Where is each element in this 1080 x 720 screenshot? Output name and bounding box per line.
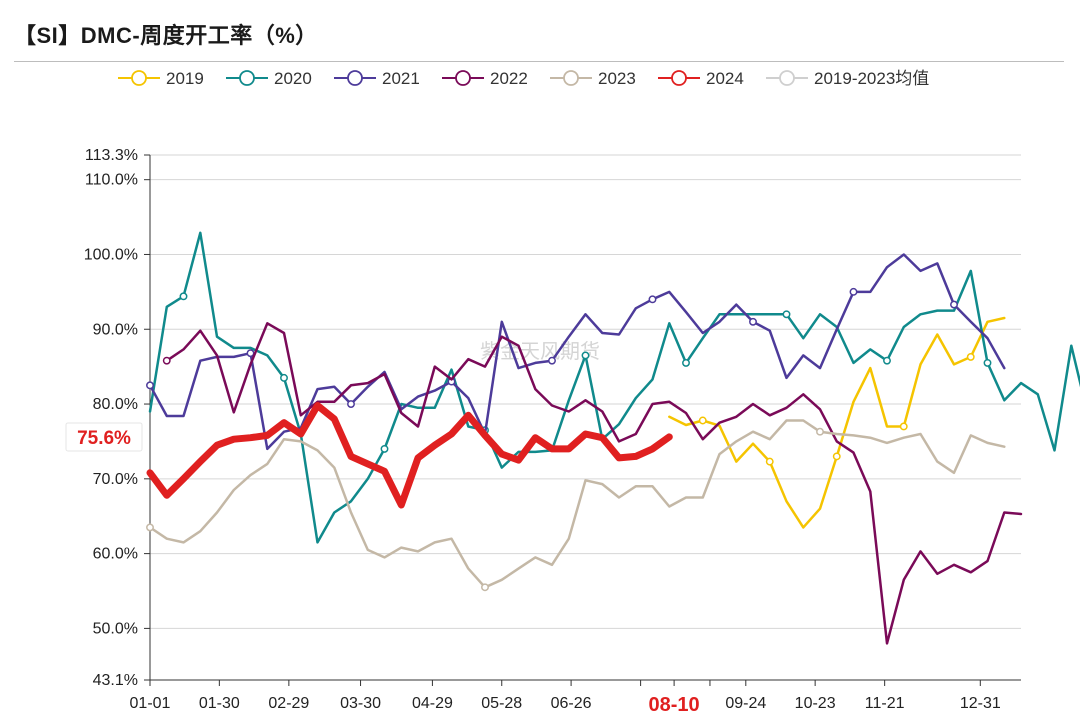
chart-highlights: 75.6% 08-10 xyxy=(65,422,715,716)
x-tick-label: 01-30 xyxy=(199,695,240,712)
legend-label: 2021 xyxy=(382,69,420,88)
data-point xyxy=(832,452,841,461)
legend-label: 2019-2023均值 xyxy=(814,69,929,88)
legend-label: 2023 xyxy=(598,69,636,88)
x-tick-label: 02-29 xyxy=(268,695,309,712)
series-line-2020 xyxy=(148,231,1080,544)
y-tick-label: 80.0% xyxy=(93,396,138,413)
chart-axes: 43.1% 50.0% 60.0% 70.0% 80.0% 90.0% 100.0% 110.… xyxy=(84,147,1021,712)
x-tick-label: 04-29 xyxy=(412,695,453,712)
data-point xyxy=(548,356,556,365)
y-tick-label: 50.0% xyxy=(93,620,138,637)
x-tick-label: 03-30 xyxy=(340,695,381,712)
x-tick-label: 12-31 xyxy=(960,695,1001,712)
x-tick-label: 10-23 xyxy=(795,695,836,712)
data-point xyxy=(280,373,288,382)
data-point xyxy=(481,583,489,592)
chart-grid xyxy=(150,154,1021,681)
data-point xyxy=(581,351,590,360)
x-tick-label: 11-21 xyxy=(865,695,905,712)
legend-item-2019-2023均值: 2019-2023均值 xyxy=(766,69,929,88)
series-2020 xyxy=(148,231,1080,544)
data-point xyxy=(162,356,171,365)
legend-item-2022: 2022 xyxy=(442,69,528,88)
chart-legend: 2019 2020 2021 2022 2023 2024 2019-2023均值 xyxy=(118,69,929,88)
legend-label: 2019 xyxy=(166,69,204,88)
y-tick-label: 60.0% xyxy=(93,546,138,563)
data-point xyxy=(966,352,975,361)
data-point xyxy=(380,444,389,453)
x-tick-label: 09-24 xyxy=(725,695,766,712)
legend-label: 2024 xyxy=(706,69,744,88)
series-line-2022 xyxy=(165,322,1023,645)
legend-item-2023: 2023 xyxy=(550,69,636,88)
legend-swatch-marker xyxy=(131,70,147,86)
x-tick-label: 06-26 xyxy=(551,695,592,712)
legend-item-2021: 2021 xyxy=(334,69,420,88)
data-point xyxy=(749,317,757,326)
data-point xyxy=(347,400,355,408)
data-point xyxy=(179,292,188,301)
current-value-box xyxy=(65,422,143,452)
legend-swatch-marker xyxy=(455,70,471,86)
data-point xyxy=(883,356,891,365)
data-point xyxy=(682,358,690,367)
series-2023 xyxy=(146,419,1006,592)
data-point xyxy=(765,457,774,466)
data-point xyxy=(782,310,791,319)
data-point xyxy=(950,300,958,309)
current-week-box xyxy=(634,688,715,716)
legend-item-2019: 2019 xyxy=(118,69,204,88)
data-point xyxy=(146,523,154,532)
series-2022 xyxy=(162,322,1023,645)
data-point xyxy=(816,427,824,436)
x-tick-label: 05-28 xyxy=(481,695,522,712)
legend-item-2024: 2024 xyxy=(658,69,744,88)
legend-swatch-marker xyxy=(239,70,255,86)
series-line-2024 xyxy=(146,402,673,509)
data-point xyxy=(698,416,707,425)
series-line-2023 xyxy=(148,419,1006,589)
legend-label: 2020 xyxy=(274,69,312,88)
data-point xyxy=(146,381,154,390)
data-point xyxy=(246,349,255,358)
current-week-label: 08-10 xyxy=(649,694,700,716)
y-tick-label: 100.0% xyxy=(84,246,138,263)
legend-swatch-marker xyxy=(347,70,363,86)
data-point xyxy=(648,295,657,304)
y-tick-label: 113.3% xyxy=(85,147,138,164)
title-divider xyxy=(14,61,1064,62)
data-point xyxy=(899,422,908,431)
y-tick-label: 43.1% xyxy=(93,672,138,689)
y-tick-label: 110.0% xyxy=(85,172,138,189)
legend-item-2020: 2020 xyxy=(226,69,312,88)
y-tick-label: 90.0% xyxy=(93,321,138,338)
y-tick-label: 70.0% xyxy=(93,471,138,488)
legend-label: 2022 xyxy=(490,69,528,88)
series-2019 xyxy=(668,316,1006,529)
chart-title: 【SI】DMC-周度开工率（%） xyxy=(14,23,318,48)
x-tick-label: 01-01 xyxy=(130,695,171,712)
legend-swatch-marker xyxy=(671,70,687,86)
series-2024 xyxy=(146,402,673,509)
data-point xyxy=(849,287,858,296)
legend-swatch-marker xyxy=(563,70,579,86)
legend-swatch-marker xyxy=(779,70,795,86)
chart-series xyxy=(146,231,1080,645)
current-value-label: 75.6% xyxy=(77,428,131,449)
data-point xyxy=(983,358,992,367)
